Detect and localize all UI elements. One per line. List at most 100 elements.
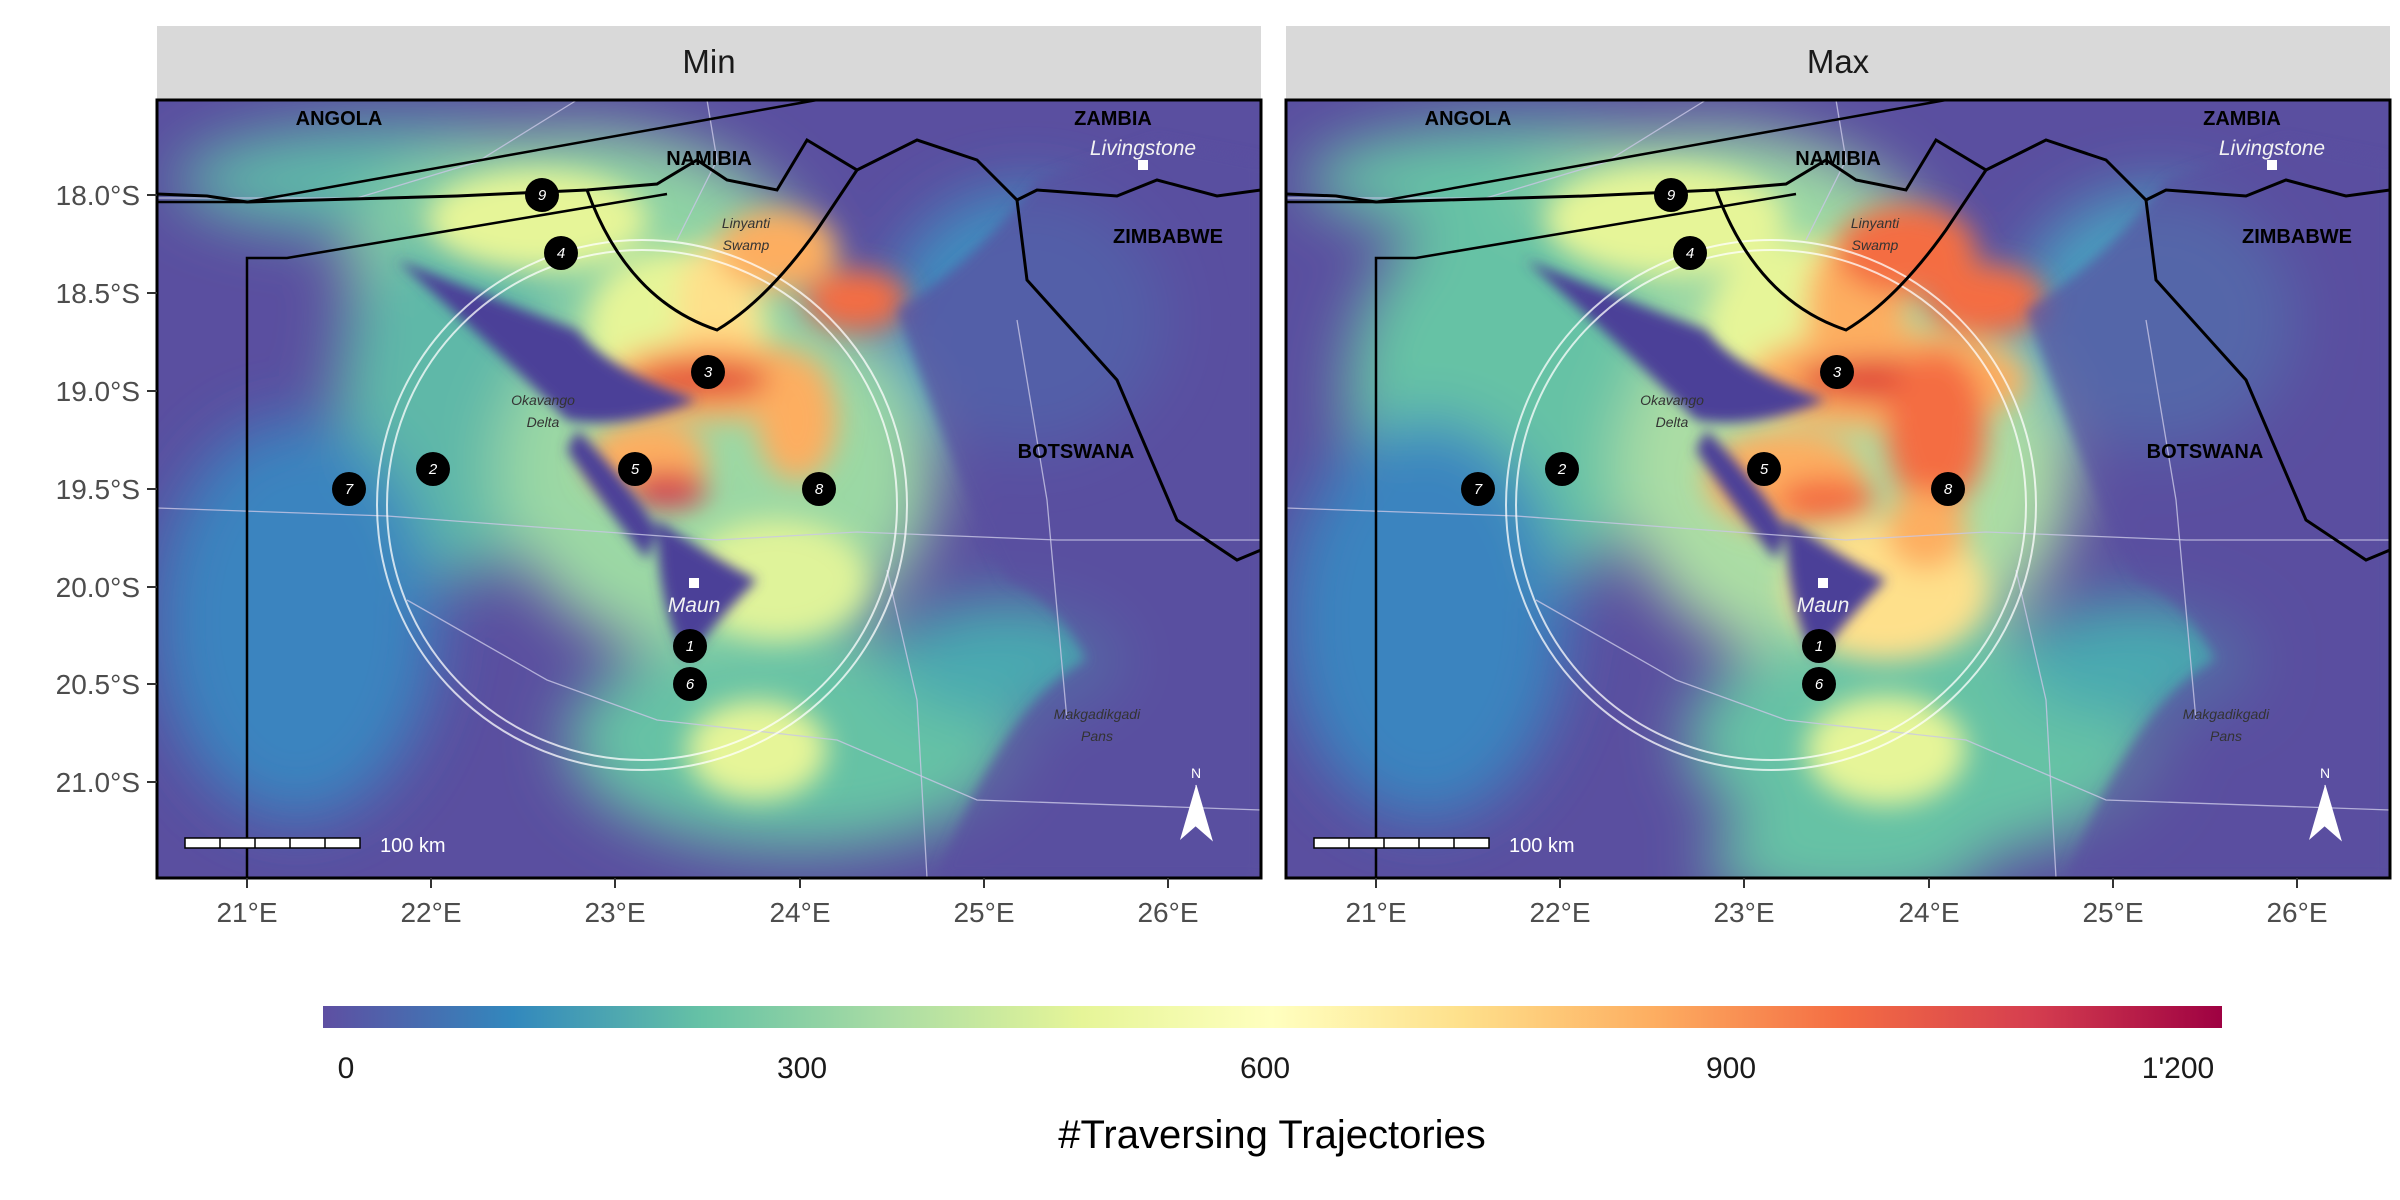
colorbar-ticks: 0 300 600 900 1'200	[338, 1052, 2215, 1085]
strip-min	[157, 26, 1261, 100]
y-axis: 18.0°S 18.5°S 19.0°S 19.5°S 20.0°S 20.5°…	[56, 180, 157, 798]
label-namibia: NAMIBIA	[666, 148, 752, 170]
label-botswana: BOTSWANA	[2147, 441, 2264, 463]
markers-min: 1 2 3 4 5 6 7 8 9	[332, 178, 836, 701]
livingstone-marker	[2267, 160, 2277, 170]
cities-min	[689, 160, 1148, 588]
label-okavango-1: Okavango	[511, 392, 575, 408]
label-botswana: BOTSWANA	[1018, 441, 1135, 463]
label-maun: Maun	[668, 594, 721, 617]
colorbar-tick: 600	[1240, 1052, 1290, 1085]
label-maun: Maun	[1797, 594, 1850, 617]
label-livingstone: Livingstone	[2219, 137, 2325, 160]
label-zimbabwe: ZIMBABWE	[1113, 226, 1223, 248]
label-angola: ANGOLA	[296, 108, 383, 130]
marker-4: 4	[557, 245, 565, 262]
label-makgadikgadi-2: Pans	[1081, 728, 1113, 744]
x-tick-label: 23°E	[1713, 897, 1774, 928]
label-zambia: ZAMBIA	[1074, 108, 1152, 130]
colorbar: 0 300 600 900 1'200 #Traversing Trajecto…	[323, 1006, 2222, 1157]
x-tick-label: 21°E	[216, 897, 277, 928]
boundaries-max	[1286, 100, 2390, 878]
x-tick-label: 21°E	[1345, 897, 1406, 928]
panel-min: Min	[155, 26, 1263, 880]
colorbar-tick: 1'200	[2142, 1052, 2214, 1085]
marker-8: 8	[1944, 481, 1953, 498]
marker-2: 2	[428, 461, 438, 478]
heatmap-min	[157, 125, 1261, 878]
y-tick-label: 20.0°S	[56, 572, 140, 603]
boundaries-min	[157, 100, 1261, 878]
panel-frame-max	[1284, 98, 2392, 880]
panel-max: Max	[1284, 26, 2392, 880]
scalebar-max: 100 km	[1313, 835, 1575, 857]
marker-2: 2	[1557, 461, 1567, 478]
markers-max: 1 2 3 4 5 6 7 8 9	[1461, 178, 1965, 701]
x-tick-label: 24°E	[1898, 897, 1959, 928]
label-linyanti-1: Linyanti	[1851, 215, 1900, 231]
label-okavango-2: Delta	[527, 414, 560, 430]
x-tick-label: 22°E	[400, 897, 461, 928]
label-okavango-2: Delta	[1656, 414, 1689, 430]
label-okavango-1: Okavango	[1640, 392, 1704, 408]
livingstone-marker	[1138, 160, 1148, 170]
marker-6: 6	[1815, 676, 1824, 693]
maun-marker	[1818, 578, 1828, 588]
label-makgadikgadi-2: Pans	[2210, 728, 2242, 744]
x-tick-label: 24°E	[769, 897, 830, 928]
colorbar-gradient	[323, 1006, 2222, 1028]
label-angola: ANGOLA	[1425, 108, 1512, 130]
marker-1: 1	[686, 638, 694, 655]
marker-4: 4	[1686, 245, 1694, 262]
label-linyanti-1: Linyanti	[722, 215, 771, 231]
marker-7: 7	[345, 481, 354, 498]
heatmap-max	[1286, 125, 2390, 878]
x-tick-label: 22°E	[1529, 897, 1590, 928]
strip-label-min: Min	[682, 43, 735, 80]
x-axis-min: 21°E 22°E 23°E 24°E 25°E 26°E	[216, 878, 1199, 928]
x-axis-max: 21°E 22°E 23°E 24°E 25°E 26°E	[1345, 878, 2328, 928]
y-tick-label: 19.0°S	[56, 376, 140, 407]
maun-marker	[689, 578, 699, 588]
x-tick-label: 25°E	[953, 897, 1014, 928]
marker-3: 3	[1833, 364, 1842, 381]
label-makgadikgadi-1: Makgadikgadi	[1054, 706, 1141, 722]
north-label-min: N	[1191, 765, 1201, 781]
colorbar-title: #Traversing Trajectories	[1058, 1113, 1486, 1157]
colorbar-tick: 0	[338, 1052, 355, 1085]
marker-7: 7	[1474, 481, 1483, 498]
label-livingstone: Livingstone	[1090, 137, 1196, 160]
marker-1: 1	[1815, 638, 1823, 655]
x-tick-label: 25°E	[2082, 897, 2143, 928]
scalebar-label-min: 100 km	[380, 835, 446, 857]
y-tick-label: 20.5°S	[56, 669, 140, 700]
label-linyanti-2: Swamp	[1852, 237, 1899, 253]
marker-8: 8	[815, 481, 824, 498]
x-tick-label: 23°E	[584, 897, 645, 928]
places-max: Livingstone Maun Linyanti Swamp Okavango…	[1640, 137, 2325, 744]
marker-6: 6	[686, 676, 695, 693]
north-arrow-max: N	[2309, 765, 2342, 842]
y-tick-label: 19.5°S	[56, 474, 140, 505]
colorbar-tick: 900	[1706, 1052, 1756, 1085]
label-zimbabwe: ZIMBABWE	[2242, 226, 2352, 248]
marker-3: 3	[704, 364, 713, 381]
north-arrow-min: N	[1180, 765, 1213, 842]
y-tick-label: 18.5°S	[56, 278, 140, 309]
labels-min: ANGOLA NAMIBIA ZAMBIA ZIMBABWE BOTSWANA	[296, 108, 1223, 463]
x-tick-label: 26°E	[1137, 897, 1198, 928]
cities-max	[1818, 160, 2277, 588]
labels-max: ANGOLA NAMIBIA ZAMBIA ZIMBABWE BOTSWANA	[1425, 108, 2352, 463]
label-namibia: NAMIBIA	[1795, 148, 1881, 170]
north-label-max: N	[2320, 765, 2330, 781]
marker-5: 5	[1760, 461, 1769, 478]
strip-max	[1286, 26, 2390, 100]
marker-5: 5	[631, 461, 640, 478]
strip-label-max: Max	[1807, 43, 1870, 80]
x-tick-label: 26°E	[2266, 897, 2327, 928]
label-zambia: ZAMBIA	[2203, 108, 2281, 130]
y-tick-label: 21.0°S	[56, 767, 140, 798]
places-min: Livingstone Maun Linyanti Swamp Okavango…	[511, 137, 1196, 744]
label-linyanti-2: Swamp	[723, 237, 770, 253]
marker-9: 9	[1667, 187, 1676, 204]
